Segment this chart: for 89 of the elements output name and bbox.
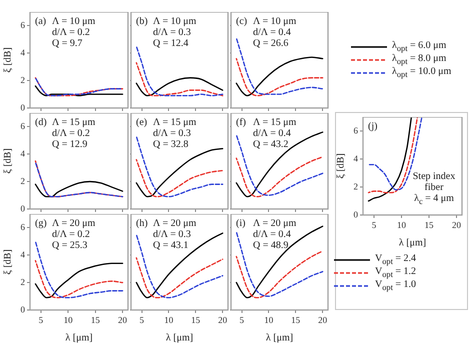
annotation: Q = 12.9 xyxy=(52,139,88,150)
y-tick-label: 2 xyxy=(354,181,358,192)
annotation: Λ = 10 μm xyxy=(253,16,296,27)
x-tick-label: 10 xyxy=(64,314,74,325)
x-tick-label: 10 xyxy=(164,314,174,325)
x-axis-title: λ [μm] xyxy=(166,332,194,344)
y-tick-label: 4 xyxy=(354,153,358,164)
annotation: Λ = 15 μm xyxy=(52,117,96,128)
x-tick-label: 20 xyxy=(452,220,462,230)
y-tick-label: 4 xyxy=(20,250,26,260)
annotation: d/Λ = 0.2 xyxy=(52,128,91,139)
line-series xyxy=(34,85,124,96)
y-tick-label: 2 xyxy=(20,276,25,287)
annotation: (f) xyxy=(236,117,246,128)
annotation: (e) xyxy=(136,117,148,128)
y-tick-label: 6 xyxy=(20,121,26,132)
annotation: d/Λ = 0.3 xyxy=(153,229,192,240)
annotation: (c) xyxy=(236,16,248,27)
x-tick-label: 15 xyxy=(191,314,201,325)
y-tick-label: 2 xyxy=(20,176,25,186)
legend-label: λ$_{opt}$ = 6.0 μm xyxy=(392,40,446,53)
x-tick-label: 10 xyxy=(397,220,406,230)
annotation: d/Λ = 0.2 xyxy=(52,229,91,240)
y-axis-title: ξ [dB] xyxy=(2,47,14,73)
annotation: λ$_{c}$ = 4 μm xyxy=(413,193,455,207)
annotation: d/Λ = 0.4 xyxy=(253,128,292,139)
y-tick-label: 0 xyxy=(354,209,358,220)
line-series xyxy=(368,117,412,202)
y-tick-label: 6 xyxy=(354,125,358,136)
x-axis-title: λ [μm] xyxy=(65,332,93,344)
legend-label: V$_{opt}$ = 1.2 xyxy=(375,266,416,279)
annotation: (g) xyxy=(35,218,47,229)
annotation: Λ = 10 μm xyxy=(153,16,196,27)
line-series xyxy=(34,240,124,298)
y-tick-label: 6 xyxy=(20,20,26,30)
legend-label: λ$_{opt}$ = 8.0 μm xyxy=(392,53,446,66)
annotation: Q = 26.6 xyxy=(253,38,290,49)
x-tick-label: 15 xyxy=(424,220,434,230)
line-series xyxy=(34,180,124,198)
x-tick-label: 15 xyxy=(291,314,301,325)
annotation: d/Λ = 0.2 xyxy=(52,27,91,38)
y-tick-label: 0 xyxy=(20,203,26,214)
x-tick-label: 20 xyxy=(318,314,328,325)
annotation: Q = 32.8 xyxy=(153,139,190,150)
annotation: Q = 9.7 xyxy=(52,38,84,49)
x-tick-label: 10 xyxy=(264,314,274,325)
annotation: Q = 43.1 xyxy=(153,240,190,251)
y-axis-title: ξ [dB] xyxy=(2,249,14,275)
x-tick-label: 5 xyxy=(240,314,245,325)
x-axis-title: λ [μm] xyxy=(266,332,294,344)
x-tick-label: 15 xyxy=(90,314,100,325)
annotation: Q = 43.2 xyxy=(253,139,290,150)
y-tick-label: 4 xyxy=(20,148,26,158)
annotation: Q = 48.9 xyxy=(253,240,290,251)
x-tick-label: 5 xyxy=(140,314,145,325)
annotation: (a) xyxy=(35,16,46,27)
y-axis-title: ξ [dB] xyxy=(336,153,347,179)
annotation: d/Λ = 0.4 xyxy=(253,27,292,38)
annotation: Λ = 15 μm xyxy=(253,117,296,128)
x-tick-label: 20 xyxy=(218,314,228,325)
annotation: Λ = 20 μm xyxy=(253,218,296,229)
y-axis-title: ξ [dB] xyxy=(2,148,14,174)
y-tick-label: 0 xyxy=(20,102,26,112)
annotation: Λ = 10 μm xyxy=(52,16,96,27)
x-tick-label: 5 xyxy=(38,314,44,325)
annotation: d/Λ = 0.3 xyxy=(153,128,192,139)
annotation: d/Λ = 0.4 xyxy=(253,229,292,240)
annotation: Λ = 20 μm xyxy=(52,218,96,229)
annotation: (d) xyxy=(35,117,47,128)
y-tick-label: 4 xyxy=(20,48,26,58)
annotation: Q = 25.3 xyxy=(52,240,88,251)
annotation: (h) xyxy=(136,218,148,229)
line-series xyxy=(34,77,124,96)
annotation: Λ = 20 μm xyxy=(153,218,196,229)
x-tick-label: 20 xyxy=(118,314,128,325)
y-tick-label: 0 xyxy=(20,304,26,314)
annotation: (j) xyxy=(368,121,378,132)
y-tick-label: 6 xyxy=(20,222,26,232)
legend-label: λ$_{opt}$ = 10.0 μm xyxy=(392,66,452,79)
annotation: (i) xyxy=(236,218,246,229)
x-tick-label: 5 xyxy=(372,220,377,230)
annotation: Q = 12.4 xyxy=(153,38,190,49)
legend-label: V$_{opt}$ = 1.0 xyxy=(375,279,416,292)
annotation: (b) xyxy=(136,16,148,27)
y-tick-label: 2 xyxy=(20,74,25,85)
annotation: d/Λ = 0.3 xyxy=(153,27,192,38)
x-axis-title: λ [μm] xyxy=(398,238,426,249)
legend-label: V$_{opt}$ = 2.4 xyxy=(375,253,416,266)
annotation: Λ = 15 μm xyxy=(153,117,196,128)
